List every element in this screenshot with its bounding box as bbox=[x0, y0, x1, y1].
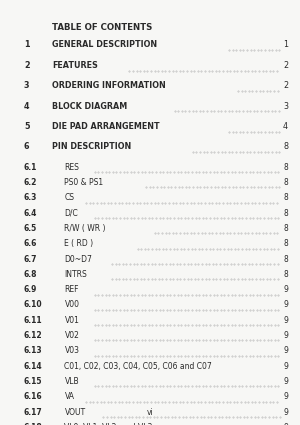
Text: 9: 9 bbox=[283, 423, 288, 425]
Text: TABLE OF CONTENTS: TABLE OF CONTENTS bbox=[52, 23, 153, 32]
Text: 9: 9 bbox=[283, 377, 288, 386]
Text: 6.16: 6.16 bbox=[24, 392, 43, 401]
Text: 2: 2 bbox=[283, 81, 288, 90]
Text: 9: 9 bbox=[283, 392, 288, 401]
Text: 8: 8 bbox=[283, 178, 288, 187]
Text: VA: VA bbox=[64, 392, 74, 401]
Text: 6.18: 6.18 bbox=[24, 423, 43, 425]
Text: 6.8: 6.8 bbox=[24, 270, 38, 279]
Text: 6.13: 6.13 bbox=[24, 346, 43, 355]
Text: 8: 8 bbox=[283, 209, 288, 218]
Text: 9: 9 bbox=[283, 362, 288, 371]
Text: V02: V02 bbox=[64, 331, 80, 340]
Text: 3: 3 bbox=[283, 102, 288, 111]
Text: 6.17: 6.17 bbox=[24, 408, 43, 416]
Text: 6.2: 6.2 bbox=[24, 178, 38, 187]
Text: 4: 4 bbox=[24, 102, 29, 111]
Text: 3: 3 bbox=[24, 81, 29, 90]
Text: 9: 9 bbox=[283, 316, 288, 325]
Text: D0~D7: D0~D7 bbox=[64, 255, 92, 264]
Text: 6.12: 6.12 bbox=[24, 331, 43, 340]
Text: 6.10: 6.10 bbox=[24, 300, 43, 309]
Text: 4: 4 bbox=[283, 122, 288, 131]
Text: 8: 8 bbox=[283, 224, 288, 233]
Text: 8: 8 bbox=[283, 255, 288, 264]
Text: CS: CS bbox=[64, 193, 74, 202]
Text: 9: 9 bbox=[283, 346, 288, 355]
Text: VOUT: VOUT bbox=[64, 408, 86, 416]
Text: REF: REF bbox=[64, 285, 79, 294]
Text: 8: 8 bbox=[283, 270, 288, 279]
Text: 6: 6 bbox=[24, 142, 29, 151]
Text: ORDERING INFORMATION: ORDERING INFORMATION bbox=[52, 81, 166, 90]
Text: 8: 8 bbox=[283, 239, 288, 248]
Text: vi: vi bbox=[147, 408, 153, 417]
Text: 8: 8 bbox=[283, 193, 288, 202]
Text: 2: 2 bbox=[24, 61, 30, 70]
Text: FEATURES: FEATURES bbox=[52, 61, 98, 70]
Text: D/C: D/C bbox=[64, 209, 78, 218]
Text: 6.6: 6.6 bbox=[24, 239, 38, 248]
Text: 6.14: 6.14 bbox=[24, 362, 43, 371]
Text: C01, C02, C03, C04, C05, C06 and C07: C01, C02, C03, C04, C05, C06 and C07 bbox=[64, 362, 212, 371]
Text: 6.5: 6.5 bbox=[24, 224, 37, 233]
Text: 8: 8 bbox=[283, 163, 288, 172]
Text: R/W ( WR ): R/W ( WR ) bbox=[64, 224, 106, 233]
Text: 9: 9 bbox=[283, 331, 288, 340]
Text: BLOCK DIAGRAM: BLOCK DIAGRAM bbox=[52, 102, 128, 111]
Text: 6.4: 6.4 bbox=[24, 209, 38, 218]
Text: E ( RD ): E ( RD ) bbox=[64, 239, 94, 248]
Text: 6.7: 6.7 bbox=[24, 255, 38, 264]
Text: 9: 9 bbox=[283, 285, 288, 294]
Text: 5: 5 bbox=[24, 122, 29, 131]
Text: 6.9: 6.9 bbox=[24, 285, 38, 294]
Text: 9: 9 bbox=[283, 300, 288, 309]
Text: INTRS: INTRS bbox=[64, 270, 87, 279]
Text: 8: 8 bbox=[283, 142, 288, 151]
Text: 6.11: 6.11 bbox=[24, 316, 43, 325]
Text: 6.15: 6.15 bbox=[24, 377, 43, 386]
Text: 9: 9 bbox=[283, 408, 288, 416]
Text: 6.3: 6.3 bbox=[24, 193, 38, 202]
Text: VLB: VLB bbox=[64, 377, 79, 386]
Text: PIN DESCRIPTION: PIN DESCRIPTION bbox=[52, 142, 132, 151]
Text: V01: V01 bbox=[64, 316, 80, 325]
Text: GENERAL DESCRIPTION: GENERAL DESCRIPTION bbox=[52, 40, 158, 49]
Text: PS0 & PS1: PS0 & PS1 bbox=[64, 178, 104, 187]
Text: 1: 1 bbox=[283, 40, 288, 49]
Text: VL0, VL1, VL2, and VL3: VL0, VL1, VL2, and VL3 bbox=[64, 423, 153, 425]
Text: V00: V00 bbox=[64, 300, 80, 309]
Text: DIE PAD ARRANGEMENT: DIE PAD ARRANGEMENT bbox=[52, 122, 160, 131]
Text: 1: 1 bbox=[24, 40, 29, 49]
Text: V03: V03 bbox=[64, 346, 80, 355]
Text: RES: RES bbox=[64, 163, 80, 172]
Text: 6.1: 6.1 bbox=[24, 163, 38, 172]
Text: 2: 2 bbox=[283, 61, 288, 70]
